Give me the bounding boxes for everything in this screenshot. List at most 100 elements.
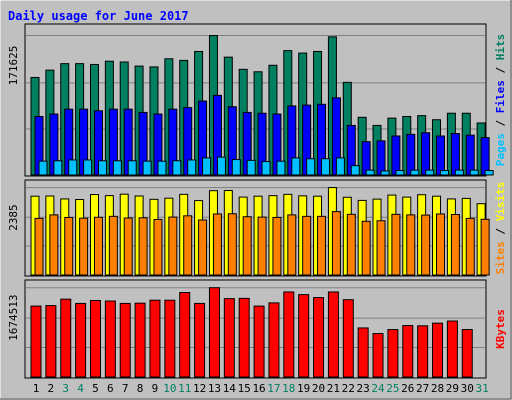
bar-pages-day-30 — [469, 169, 479, 176]
bar-pages-day-28 — [440, 170, 450, 176]
bar-sites-day-22 — [346, 213, 356, 276]
series-legend: KBytes — [494, 309, 507, 349]
bar-pages-day-16 — [261, 161, 271, 176]
x-label-day-4: 4 — [77, 382, 84, 395]
bar-kbytes-day-11 — [179, 291, 191, 378]
bar-sites-day-1 — [34, 217, 44, 276]
bar-pages-day-1 — [38, 160, 48, 176]
legend-part: / — [494, 221, 507, 241]
bar-sites-day-27 — [421, 214, 431, 276]
bar-sites-day-17 — [272, 216, 282, 276]
bar-pages-day-27 — [425, 169, 435, 176]
x-label-day-24: 24 — [371, 382, 385, 395]
x-label-day-30: 30 — [461, 382, 474, 395]
x-label-day-21: 21 — [327, 382, 340, 395]
x-label-day-10: 10 — [163, 382, 176, 395]
x-label-day-14: 14 — [223, 382, 237, 395]
x-label-day-2: 2 — [48, 382, 55, 395]
bar-sites-day-26 — [406, 214, 416, 276]
bar-pages-day-2 — [53, 160, 63, 176]
bar-kbytes-day-15 — [238, 297, 250, 378]
bar-pages-day-18 — [291, 157, 301, 176]
bar-kbytes-day-13 — [208, 287, 220, 378]
bar-kbytes-day-14 — [223, 298, 235, 378]
bar-files-day-27 — [421, 132, 431, 176]
bar-sites-day-2 — [49, 214, 59, 276]
x-label-day-9: 9 — [152, 382, 159, 395]
bar-files-day-25 — [391, 135, 401, 176]
scale-label: 171625 — [7, 46, 20, 86]
bar-sites-day-6 — [108, 215, 118, 276]
bar-pages-day-3 — [68, 159, 78, 176]
x-label-day-11: 11 — [178, 382, 191, 395]
bar-sites-day-7 — [123, 217, 133, 276]
bar-kbytes-day-20 — [313, 297, 325, 378]
bar-sites-day-20 — [317, 215, 327, 276]
panel-visits-sites: 2385 Sites / Visits — [7, 179, 507, 277]
chart-panels: 171625 Pages / Files / Hits 2385 Sites / Vi… — [7, 23, 507, 379]
x-label-day-17: 17 — [267, 382, 280, 395]
bar-kbytes-day-23 — [357, 327, 369, 378]
bar-sites-day-30 — [465, 217, 475, 276]
x-label-day-3: 3 — [62, 382, 69, 395]
bar-pages-day-23 — [365, 169, 375, 176]
bar-pages-day-14 — [231, 159, 241, 176]
bar-kbytes-day-8 — [134, 302, 146, 378]
bar-sites-day-5 — [93, 216, 103, 276]
x-label-day-22: 22 — [342, 382, 355, 395]
x-label-day-29: 29 — [446, 382, 459, 395]
bar-pages-day-31 — [484, 170, 494, 176]
bar-kbytes-day-28 — [432, 322, 444, 378]
bar-pages-day-29 — [454, 169, 464, 176]
scale-label: 1674513 — [7, 295, 20, 341]
bar-pages-day-22 — [350, 165, 360, 176]
bar-pages-day-25 — [395, 170, 405, 176]
bar-kbytes-day-7 — [119, 302, 131, 378]
x-label-day-16: 16 — [252, 382, 265, 395]
bar-pages-day-20 — [321, 158, 331, 176]
legend-part: / — [494, 113, 507, 133]
bar-sites-day-18 — [287, 214, 297, 276]
panel-kbytes: 1674513 KBytes — [7, 279, 507, 379]
series-legend: Pages / Files / Hits — [494, 34, 507, 167]
bar-pages-day-6 — [112, 160, 122, 176]
x-label-day-27: 27 — [416, 382, 429, 395]
bar-sites-day-25 — [391, 213, 401, 276]
x-label-day-15: 15 — [238, 382, 251, 395]
bar-kbytes-day-27 — [417, 325, 429, 378]
bar-files-day-24 — [376, 140, 386, 176]
bar-sites-day-29 — [450, 214, 460, 276]
bar-sites-day-15 — [242, 216, 252, 276]
x-label-day-20: 20 — [312, 382, 325, 395]
bar-sites-day-9 — [153, 218, 163, 276]
panel-hits-files-pages: 171625 Pages / Files / Hits — [7, 23, 507, 177]
bar-kbytes-day-1 — [30, 305, 42, 378]
bar-pages-day-12 — [202, 157, 212, 176]
bar-kbytes-day-21 — [327, 291, 339, 378]
bar-sites-day-31 — [480, 218, 490, 276]
bar-kbytes-day-18 — [283, 291, 295, 378]
bar-kbytes-day-17 — [268, 302, 280, 378]
bar-pages-day-7 — [127, 160, 137, 176]
bar-pages-day-19 — [306, 158, 316, 176]
x-label-day-26: 26 — [401, 382, 414, 395]
x-axis-day-labels: 1 2 3 4 5 6 7 8 9 10 11 12 13 14 15 16 17 18 19 20 21 22 23 24 2… — [33, 382, 489, 395]
bar-pages-day-5 — [97, 160, 107, 176]
bar-kbytes-day-10 — [164, 299, 176, 378]
bar-kbytes-day-6 — [104, 300, 116, 378]
bar-sites-day-10 — [168, 216, 178, 276]
bar-kbytes-day-24 — [372, 333, 384, 378]
bar-kbytes-day-29 — [446, 320, 458, 378]
bar-sites-day-4 — [79, 217, 89, 276]
bar-kbytes-day-26 — [402, 325, 414, 378]
bar-pages-day-24 — [380, 170, 390, 176]
bar-sites-day-28 — [436, 213, 446, 276]
bar-sites-day-21 — [331, 211, 341, 276]
bar-files-day-26 — [406, 133, 416, 176]
bar-kbytes-day-4 — [75, 302, 87, 378]
x-label-day-18: 18 — [282, 382, 295, 395]
bar-pages-day-9 — [157, 160, 167, 176]
bar-sites-day-23 — [361, 220, 371, 276]
bar-files-day-31 — [480, 137, 490, 176]
